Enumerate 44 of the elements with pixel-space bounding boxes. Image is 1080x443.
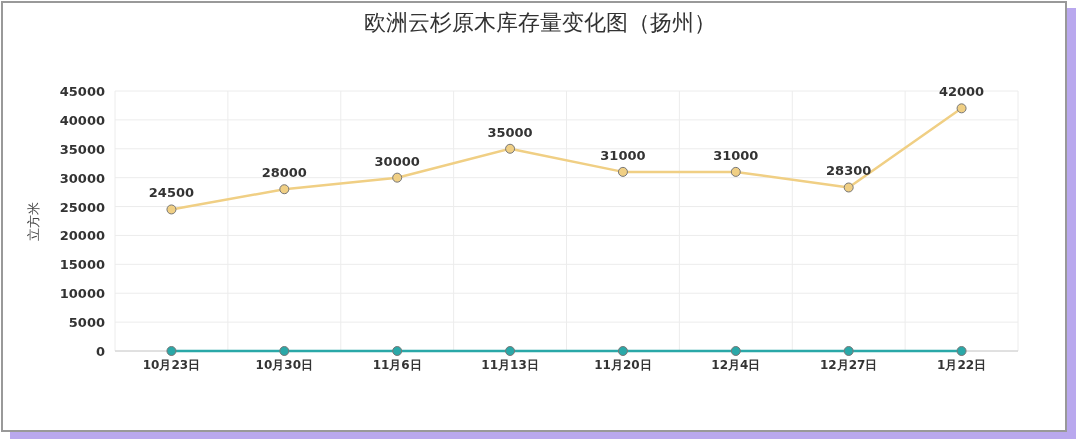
point <box>843 182 854 193</box>
y-tick-label: 30000 <box>59 170 105 186</box>
y-tick-label: 45000 <box>59 84 105 99</box>
y-tick-label: 25000 <box>59 199 105 215</box>
y-tick-label: 5000 <box>68 315 105 331</box>
data-label: 31000 <box>713 147 759 163</box>
y-tick-label: 0 <box>95 344 105 359</box>
point <box>617 166 628 177</box>
y-tick-label: 20000 <box>59 228 105 244</box>
data-label: 42000 <box>938 84 985 100</box>
point <box>505 346 516 356</box>
y-tick-label: 35000 <box>59 141 105 157</box>
point <box>617 346 628 356</box>
x-tick-label: 1月22日 <box>937 358 987 372</box>
point <box>843 346 854 356</box>
data-label: 28300 <box>826 163 872 179</box>
x-tick-label: 12月27日 <box>819 358 878 372</box>
point <box>392 346 403 356</box>
point <box>730 166 741 177</box>
data-label: 24500 <box>148 185 195 201</box>
point <box>730 346 741 356</box>
x-tick-label: 11月13日 <box>481 358 539 372</box>
x-tick-label: 10月23日 <box>142 358 201 372</box>
data-label: 35000 <box>487 124 533 140</box>
point <box>392 172 403 183</box>
x-tick-label: 12月4日 <box>711 358 761 372</box>
x-tick-label: 10月30日 <box>255 358 314 372</box>
chart-title: 欧洲云杉原木库存量变化图（扬州） <box>364 10 716 35</box>
y-axis-title: 立方米 <box>26 201 41 241</box>
y-tick-label: 15000 <box>59 257 105 273</box>
point <box>166 204 177 215</box>
point <box>279 184 290 195</box>
data-label: 28000 <box>261 165 307 181</box>
point <box>279 346 290 356</box>
point <box>166 346 177 356</box>
point <box>956 346 967 356</box>
x-tick-label: 11月20日 <box>594 358 652 372</box>
y-tick-label: 10000 <box>59 286 105 302</box>
y-tick-label: 40000 <box>59 112 105 128</box>
point <box>505 143 516 154</box>
data-label: 31000 <box>600 147 646 163</box>
x-tick-label: 11月6日 <box>372 358 422 372</box>
point <box>956 103 967 114</box>
data-label: 30000 <box>374 153 420 169</box>
